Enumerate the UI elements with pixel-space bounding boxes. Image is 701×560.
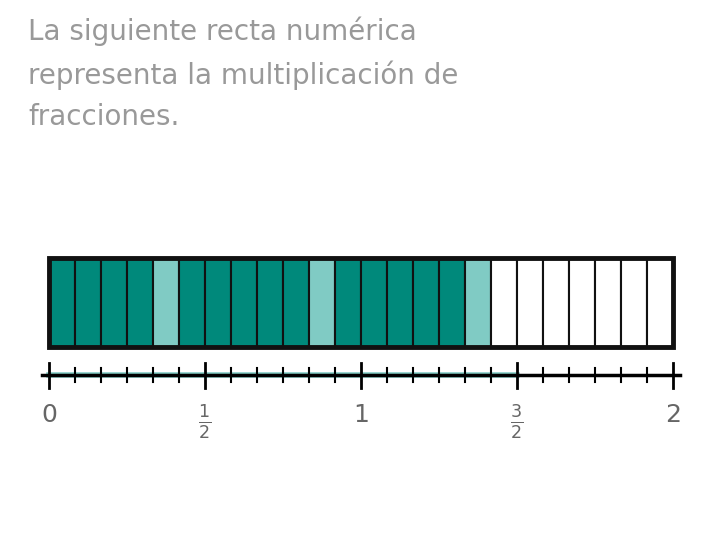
Bar <box>283 258 309 347</box>
Text: La siguiente recta numérica
representa la multiplicación de
fracciones.: La siguiente recta numérica representa l… <box>28 17 458 131</box>
Bar <box>413 258 439 347</box>
Bar <box>153 258 179 347</box>
Bar <box>127 258 153 347</box>
Bar <box>439 258 465 347</box>
Bar <box>309 258 335 347</box>
Text: 2: 2 <box>665 403 681 427</box>
Bar <box>231 258 257 347</box>
Bar <box>361 258 387 347</box>
Bar <box>205 258 231 347</box>
Bar <box>595 258 621 347</box>
Bar <box>179 258 205 347</box>
Bar <box>257 258 283 347</box>
Bar <box>465 258 491 347</box>
Bar <box>569 258 595 347</box>
Bar <box>621 258 647 347</box>
Bar <box>335 258 361 347</box>
Bar <box>517 258 543 347</box>
Bar <box>543 258 569 347</box>
Bar <box>49 258 673 347</box>
Text: $\frac{1}{2}$: $\frac{1}{2}$ <box>198 403 212 441</box>
Bar <box>101 258 127 347</box>
Bar <box>75 258 101 347</box>
Bar <box>387 258 413 347</box>
Text: 1: 1 <box>353 403 369 427</box>
Bar <box>491 258 517 347</box>
Bar <box>647 258 673 347</box>
Bar <box>49 258 75 347</box>
Text: 0: 0 <box>41 403 57 427</box>
Text: $\frac{3}{2}$: $\frac{3}{2}$ <box>510 403 524 441</box>
